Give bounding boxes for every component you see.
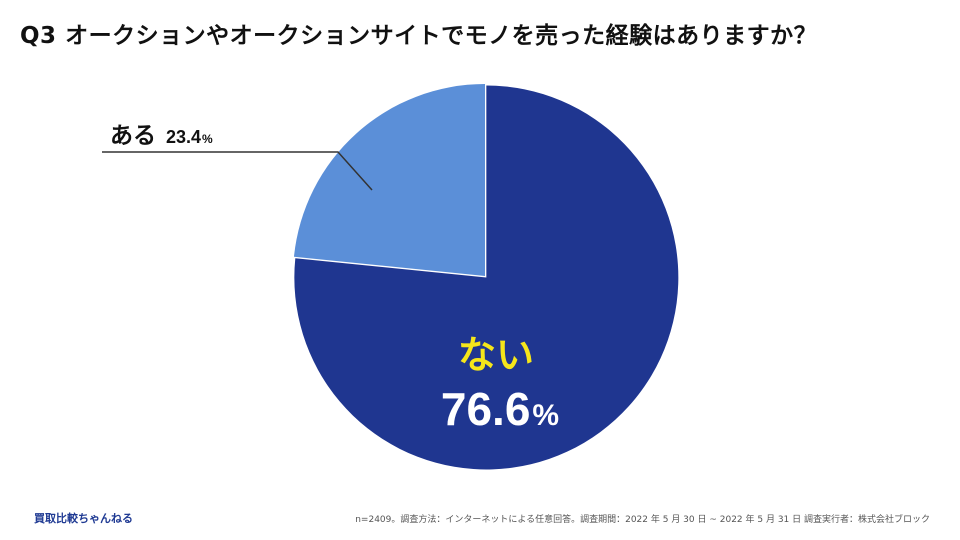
slice-label-no: ない — [458, 333, 534, 377]
slice-label-yes-group: ある 23.4% — [110, 123, 213, 149]
slice-value-no-number: 76.6 — [441, 383, 531, 435]
slice-value-yes-number: 23.4 — [166, 127, 201, 147]
slice-label-yes: ある — [110, 123, 156, 149]
brand-name: 買取比較ちゃんねる — [34, 512, 133, 525]
pie-slice-no — [294, 85, 679, 470]
page-title: Q3 オークションやオークションサイトでモノを売った経験はありますか？ — [20, 23, 818, 49]
slice-value-no-unit: % — [532, 399, 559, 432]
leader-line-yes — [102, 151, 373, 191]
slice-value-yes-unit: % — [202, 132, 213, 146]
pie-slice-yes — [293, 84, 485, 276]
slice-value-no: 76.6% — [441, 383, 559, 435]
footnote: n=2409。調査方法：インターネットによる任意回答。調査期間：2022 年 5… — [355, 515, 930, 525]
